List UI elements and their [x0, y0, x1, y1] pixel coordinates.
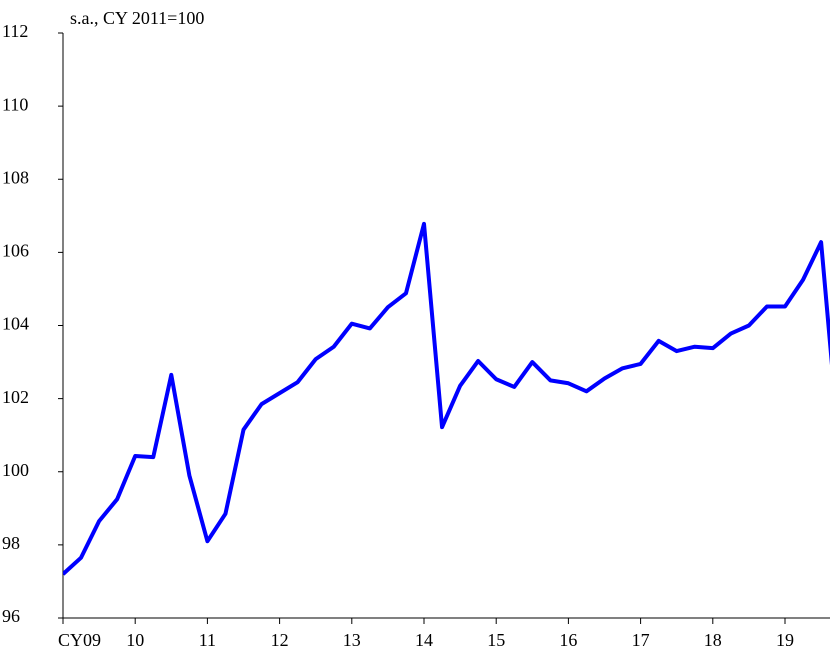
x-tick-label: 12: [271, 630, 289, 650]
x-tick-label: 18: [704, 630, 722, 650]
y-tick-label: 98: [2, 533, 20, 553]
x-tick-label: CY09: [58, 630, 101, 650]
x-tick-label: 17: [632, 630, 650, 650]
x-tick-label: 11: [199, 630, 216, 650]
x-tick-label: 10: [126, 630, 144, 650]
y-tick-label: 112: [2, 21, 28, 41]
x-tick-label: 13: [343, 630, 361, 650]
x-tick-label: 16: [559, 630, 577, 650]
y-tick-label: 108: [2, 167, 29, 187]
y-tick-label: 106: [2, 241, 29, 261]
y-tick-label: 102: [2, 387, 29, 407]
y-tick-label: 110: [2, 94, 28, 114]
data-line: [63, 221, 830, 576]
x-tick-label: 14: [415, 630, 433, 650]
axis-label: s.a., CY 2011=100: [70, 8, 204, 28]
x-tick-label: 19: [776, 630, 794, 650]
y-tick-label: 100: [2, 460, 29, 480]
x-tick-label: 15: [487, 630, 505, 650]
y-tick-label: 104: [2, 314, 29, 334]
y-tick-label: 96: [2, 606, 20, 626]
